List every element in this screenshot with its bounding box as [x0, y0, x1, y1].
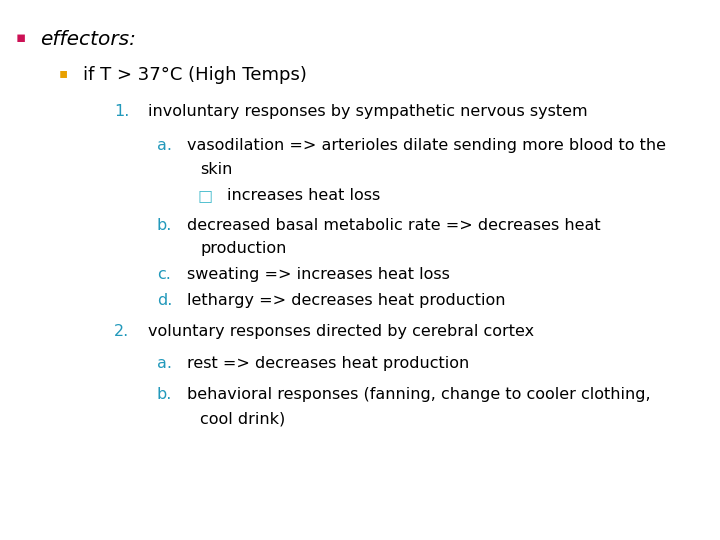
Text: voluntary responses directed by cerebral cortex: voluntary responses directed by cerebral… — [148, 324, 534, 339]
Text: lethargy => decreases heat production: lethargy => decreases heat production — [187, 293, 505, 308]
Text: ▪: ▪ — [16, 30, 26, 45]
Text: ▪: ▪ — [59, 66, 68, 80]
Text: production: production — [200, 241, 287, 256]
Text: cool drink): cool drink) — [200, 411, 285, 427]
Text: behavioral responses (fanning, change to cooler clothing,: behavioral responses (fanning, change to… — [187, 387, 651, 402]
Text: skin: skin — [200, 162, 233, 177]
Text: decreased basal metabolic rate => decreases heat: decreased basal metabolic rate => decrea… — [187, 218, 600, 233]
Text: a.: a. — [157, 138, 172, 153]
Text: increases heat loss: increases heat loss — [227, 188, 380, 203]
Text: b.: b. — [157, 218, 172, 233]
Text: b.: b. — [157, 387, 172, 402]
Text: rest => decreases heat production: rest => decreases heat production — [187, 356, 469, 372]
Text: vasodilation => arterioles dilate sending more blood to the: vasodilation => arterioles dilate sendin… — [187, 138, 666, 153]
Text: effectors:: effectors: — [40, 30, 135, 49]
Text: □: □ — [198, 188, 213, 203]
Text: sweating => increases heat loss: sweating => increases heat loss — [187, 267, 450, 282]
Text: involuntary responses by sympathetic nervous system: involuntary responses by sympathetic ner… — [148, 104, 588, 119]
Text: 1.: 1. — [114, 104, 129, 119]
Text: a.: a. — [157, 356, 172, 372]
Text: d.: d. — [157, 293, 172, 308]
Text: 2.: 2. — [114, 324, 129, 339]
Text: c.: c. — [157, 267, 171, 282]
Text: if T > 37°C (High Temps): if T > 37°C (High Temps) — [83, 66, 307, 84]
